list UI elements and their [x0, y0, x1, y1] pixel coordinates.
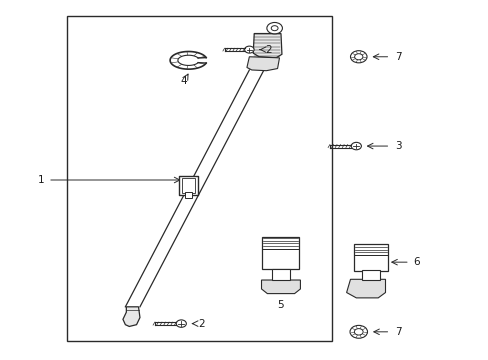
Text: 2: 2 — [265, 45, 271, 55]
Circle shape — [349, 325, 367, 338]
Polygon shape — [253, 33, 282, 58]
Polygon shape — [246, 57, 279, 71]
Bar — [184, 192, 192, 198]
Text: 1: 1 — [38, 175, 44, 185]
Text: 2: 2 — [198, 319, 204, 329]
Polygon shape — [122, 307, 140, 327]
Text: 3: 3 — [394, 141, 401, 151]
Text: 6: 6 — [413, 257, 420, 267]
Circle shape — [244, 46, 254, 53]
Circle shape — [271, 26, 278, 31]
Polygon shape — [261, 280, 300, 294]
Text: 5: 5 — [277, 300, 284, 310]
Bar — [182, 178, 195, 193]
Bar — [262, 237, 299, 269]
Circle shape — [350, 142, 361, 150]
Bar — [179, 176, 198, 195]
Bar — [67, 16, 331, 341]
Bar — [362, 270, 379, 280]
Text: 7: 7 — [394, 327, 401, 337]
Bar — [272, 269, 289, 280]
Circle shape — [354, 329, 363, 335]
Circle shape — [354, 54, 362, 60]
Circle shape — [266, 22, 282, 34]
Polygon shape — [346, 279, 385, 298]
Text: 7: 7 — [394, 52, 401, 62]
Circle shape — [350, 51, 366, 63]
Bar — [353, 244, 387, 271]
Text: 4: 4 — [180, 76, 186, 86]
Circle shape — [176, 320, 186, 327]
